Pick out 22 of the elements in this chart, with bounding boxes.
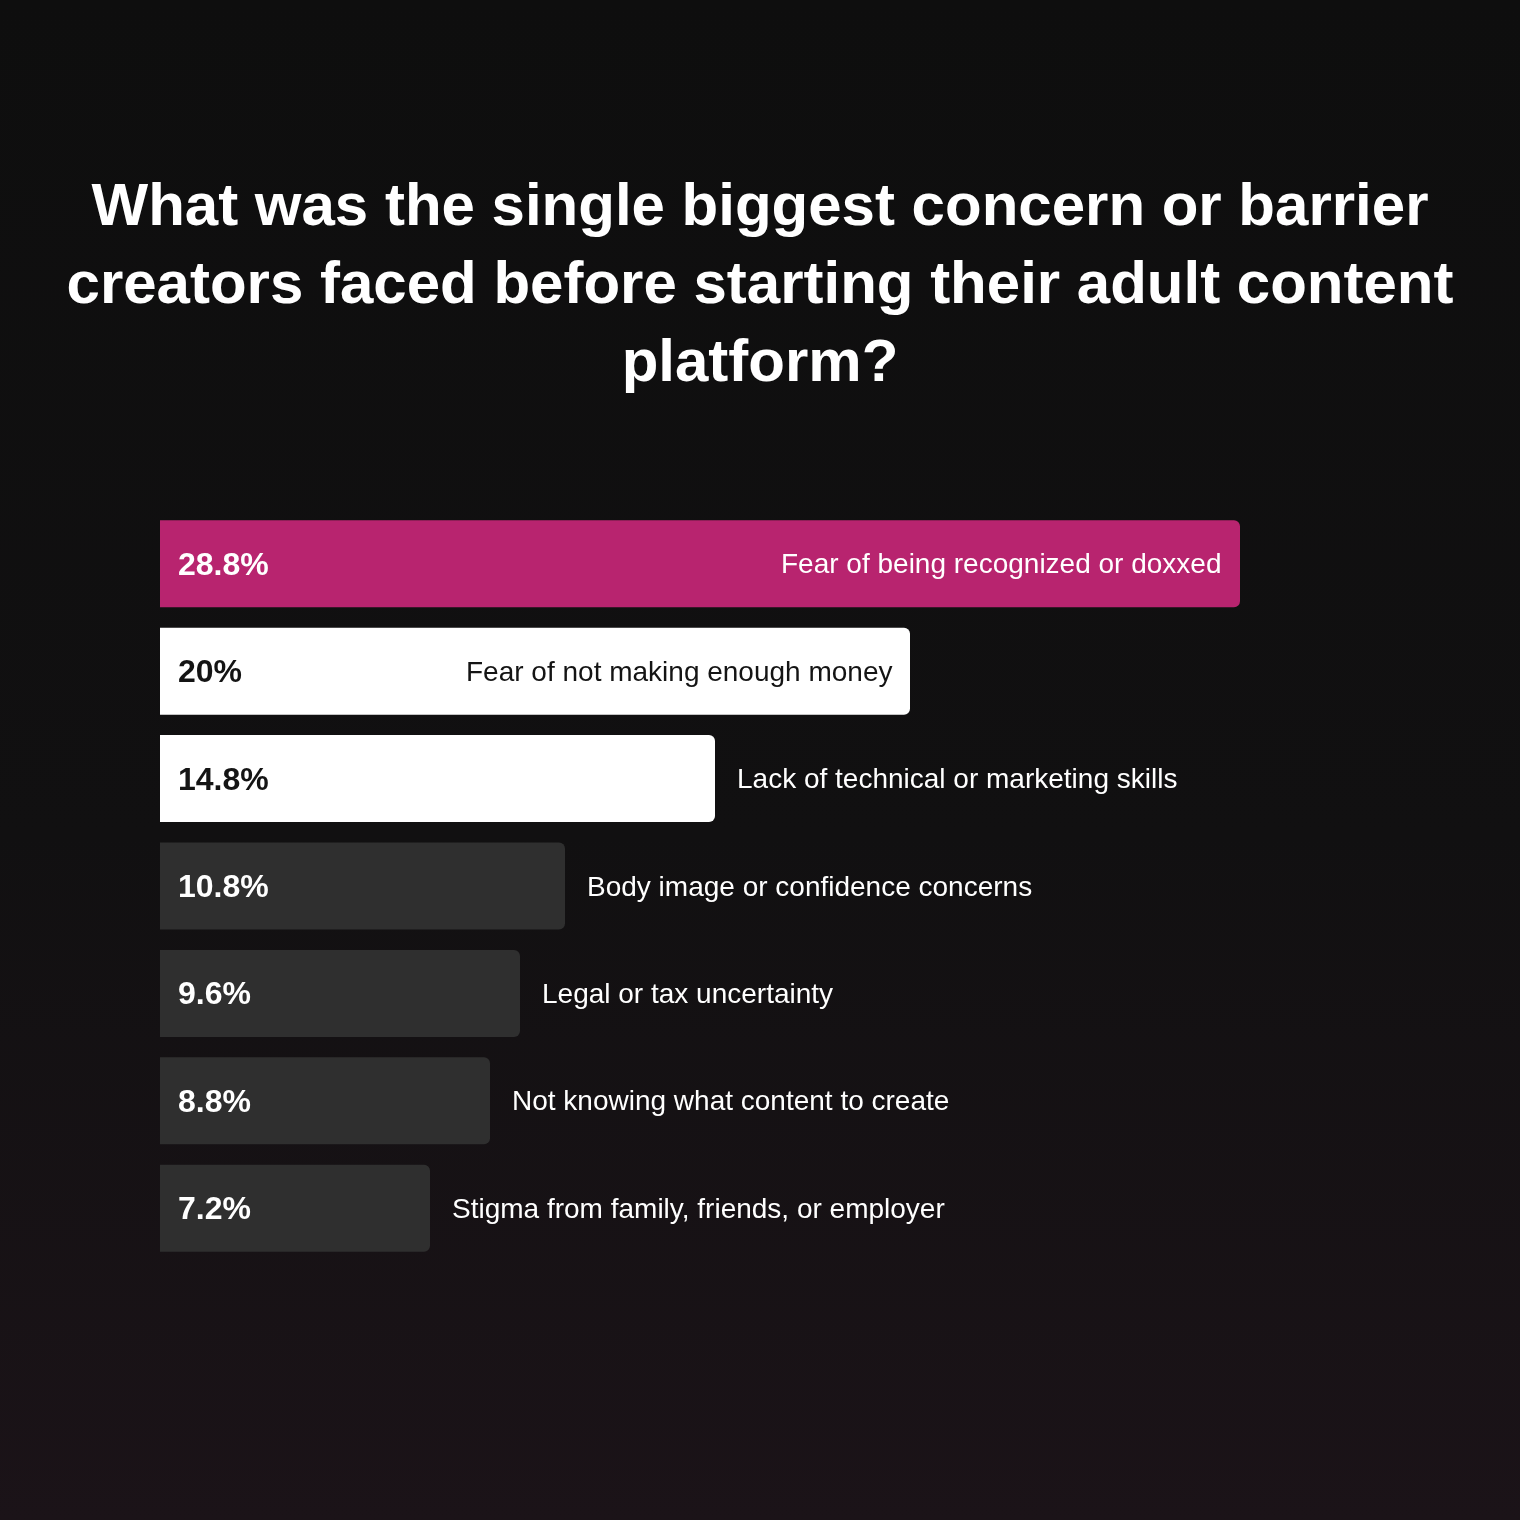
data-label: 7.2%	[178, 1190, 251, 1226]
bar	[160, 627, 910, 715]
bar	[160, 1164, 430, 1252]
bar	[160, 735, 715, 823]
data-label: 8.8%	[178, 1083, 251, 1119]
y-tick-label: Lack of technical or marketing skills	[737, 763, 1178, 794]
data-label: 14.8%	[178, 761, 269, 797]
y-tick-label: Stigma from family, friends, or employer	[452, 1193, 945, 1224]
y-tick-label: Not knowing what content to create	[512, 1085, 950, 1116]
y-tick-label: Fear of being recognized or doxxed	[781, 548, 1222, 579]
bar	[160, 520, 1240, 608]
data-label: 9.6%	[178, 975, 251, 1011]
bar	[160, 1057, 490, 1145]
data-label: 10.8%	[178, 868, 269, 904]
y-tick-label: Fear of not making enough money	[466, 656, 893, 687]
y-tick-label: Legal or tax uncertainty	[542, 978, 834, 1009]
bar	[160, 842, 565, 930]
y-tick-label: Body image or confidence concerns	[587, 871, 1033, 902]
data-label: 28.8%	[178, 546, 269, 582]
data-label: 20%	[178, 653, 243, 689]
chart-title: What was the single biggest concern or barrier creators faced before starting their adult content platform?	[66, 171, 1454, 394]
bar	[160, 949, 520, 1037]
